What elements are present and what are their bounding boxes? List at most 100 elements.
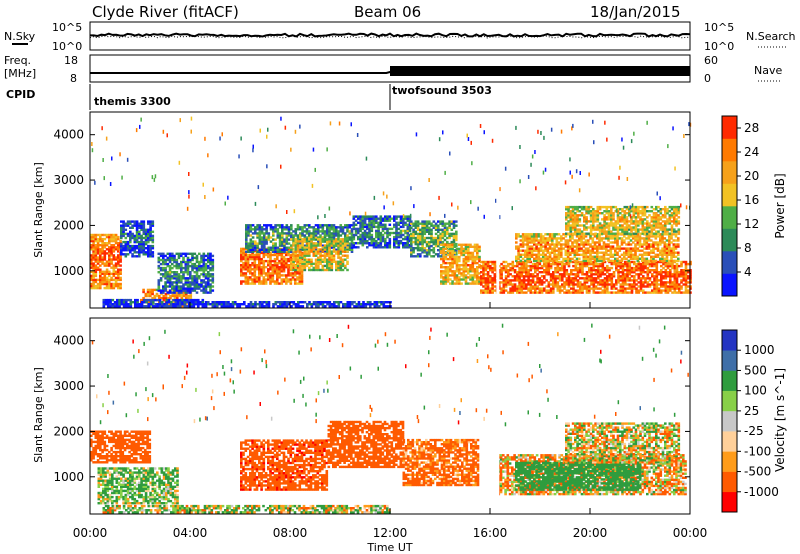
heatmap-cell — [467, 270, 470, 273]
heatmap-cell — [687, 269, 690, 272]
heatmap-cell — [537, 253, 541, 256]
heatmap-cell — [308, 232, 311, 235]
heatmap-cell — [276, 276, 279, 279]
heatmap-cell — [455, 224, 458, 227]
heatmap-cell — [549, 266, 553, 270]
heatmap-cell — [101, 239, 104, 243]
heatmap-cell — [211, 266, 215, 270]
heatmap-cell — [370, 235, 374, 239]
heatmap-cell — [522, 277, 526, 280]
heatmap-cell — [253, 272, 257, 275]
heatmap-cell — [202, 289, 206, 292]
heatmap-cell — [536, 287, 539, 290]
heatmap-cell — [321, 254, 325, 257]
heatmap-cell — [352, 233, 356, 237]
heatmap-cell — [366, 235, 369, 239]
heatmap-cell — [339, 244, 343, 247]
heatmap-cell — [624, 287, 627, 290]
heatmap-cell — [314, 236, 318, 239]
heatmap-cell — [332, 226, 336, 229]
heatmap-cell — [195, 283, 199, 286]
heatmap-cell — [544, 243, 547, 246]
heatmap-cell — [271, 278, 275, 281]
heatmap-cell — [271, 264, 275, 267]
heatmap-cell — [500, 266, 503, 270]
heatmap-cell — [204, 283, 208, 286]
heatmap-cell — [283, 248, 286, 251]
heatmap-cell — [209, 254, 212, 258]
heatmap-cell — [425, 255, 429, 258]
heatmap-cell — [678, 275, 681, 278]
heatmap-cell — [101, 250, 104, 253]
heatmap-cell — [404, 221, 407, 224]
heatmap-cell — [671, 285, 674, 288]
heatmap-cell — [296, 250, 300, 253]
heatmap-cell — [540, 279, 544, 282]
heatmap-cell — [519, 245, 523, 248]
heatmap-cell — [140, 222, 143, 225]
heatmap-cell — [575, 257, 579, 260]
heatmap-cell — [260, 226, 264, 229]
heatmap-cell — [632, 257, 635, 260]
heatmap-cell — [471, 251, 475, 255]
heatmap-cell — [321, 236, 325, 239]
heatmap-cell — [321, 266, 325, 270]
heatmap-cell — [630, 283, 634, 286]
heatmap-cell — [299, 236, 302, 239]
heatmap-cell — [525, 271, 528, 274]
heatmap-cell — [522, 266, 526, 270]
heatmap-cell — [144, 294, 148, 298]
heatmap-cell — [328, 248, 331, 251]
heatmap-cell — [442, 257, 445, 261]
heatmap-cell — [651, 269, 654, 272]
heatmap-cell — [660, 285, 663, 288]
heatmap-cell — [375, 221, 378, 224]
heatmap-cell — [548, 257, 552, 260]
heatmap-cell — [648, 283, 652, 286]
heatmap-cell — [135, 230, 139, 233]
heatmap-cell — [399, 242, 403, 245]
heatmap-cell — [573, 253, 577, 256]
heatmap-cell — [641, 253, 644, 256]
heatmap-cell — [245, 240, 248, 243]
heatmap-cell — [599, 264, 602, 268]
heatmap-cell — [271, 270, 275, 273]
heatmap-cell — [593, 255, 597, 258]
heatmap-cell — [509, 269, 512, 272]
heatmap-cell — [620, 247, 624, 250]
heatmap-cell — [444, 282, 448, 285]
heatmap-cell — [539, 253, 543, 256]
heatmap-cell — [597, 281, 600, 284]
heatmap-cell — [610, 281, 614, 284]
heatmap-cell — [518, 285, 521, 288]
heatmap-cell — [108, 242, 111, 245]
heatmap-cell — [110, 246, 113, 249]
heatmap-cell — [267, 253, 270, 257]
heatmap-cell — [323, 234, 327, 237]
heatmap-cell — [406, 233, 410, 237]
heatmap-cell — [278, 266, 281, 269]
heatmap-cell — [335, 244, 338, 247]
heatmap-cell — [157, 258, 161, 262]
heatmap-cell — [191, 275, 194, 278]
heatmap-cell — [310, 242, 313, 245]
heatmap-cell — [109, 303, 112, 306]
heatmap-cell — [341, 262, 345, 265]
heatmap-cell — [285, 234, 289, 237]
heatmap-cell — [180, 294, 184, 298]
heatmap-cell — [173, 291, 176, 294]
heatmap-cell — [399, 231, 403, 235]
heatmap-cell — [110, 276, 113, 280]
heatmap-cell — [114, 239, 118, 243]
heatmap-cell — [185, 305, 189, 308]
heatmap-cell — [553, 243, 556, 246]
heatmap-cell — [326, 262, 329, 265]
heatmap-cell — [184, 279, 188, 282]
heatmap-cell — [147, 236, 150, 240]
heatmap-cell — [180, 292, 184, 296]
heatmap-cell — [615, 281, 618, 284]
heatmap-cell — [341, 230, 345, 233]
heatmap-cell — [610, 262, 614, 266]
heatmap-cell — [240, 257, 243, 261]
heatmap-cell — [312, 234, 316, 237]
